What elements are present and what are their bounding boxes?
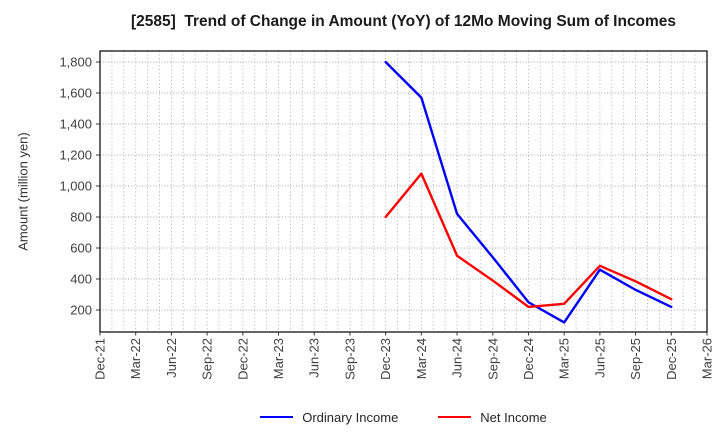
x-tick-label: Jun-23 <box>307 338 322 378</box>
x-tick-label: Mar-26 <box>700 338 715 379</box>
legend-label: Ordinary Income <box>302 409 399 425</box>
legend: Ordinary Income Net Income <box>100 404 707 430</box>
x-tick-label: Mar-24 <box>414 338 429 379</box>
legend-item-net-income: Net Income <box>438 409 547 425</box>
net-income-line-sample <box>438 416 472 418</box>
x-tick-label: Mar-22 <box>128 338 143 379</box>
x-tick-label: Jun-25 <box>592 338 607 378</box>
y-tick-label: 800 <box>70 210 92 225</box>
net-income-line <box>384 172 673 309</box>
x-tick-label: Mar-25 <box>557 338 572 379</box>
y-tick-label: 400 <box>70 272 92 287</box>
chart-title: [2585] Trend of Change in Amount (YoY) o… <box>130 13 677 30</box>
x-tick-label: Sep-24 <box>485 338 500 380</box>
y-tick-label: 1,600 <box>59 86 92 101</box>
x-tick-label: Sep-25 <box>628 338 643 380</box>
x-tick-label: Sep-23 <box>342 338 357 380</box>
x-tick-labels: Dec-21 Mar-22 Jun-22 Sep-22 Dec-22 Mar-23 Jun-… <box>93 338 715 380</box>
x-tick-label: Dec-23 <box>378 338 393 380</box>
x-tick-label: Jun-24 <box>450 338 465 378</box>
y-tick-label: 1,400 <box>59 117 92 132</box>
legend-label: Net Income <box>480 409 547 425</box>
x-tick-label: Dec-25 <box>664 338 679 380</box>
x-tick-label: Jun-22 <box>164 338 179 378</box>
plot-border <box>99 50 708 333</box>
y-tick-label: 1,200 <box>59 148 92 163</box>
x-tick-label: Dec-21 <box>93 338 108 380</box>
x-tick-label: Mar-23 <box>271 338 286 379</box>
grid <box>100 51 707 332</box>
ordinary-income-line-sample <box>260 416 294 418</box>
ordinary-income-line <box>384 60 673 324</box>
tick-marks <box>96 61 708 336</box>
x-tick-label: Sep-22 <box>200 338 215 380</box>
y-tick-label: 600 <box>70 241 92 256</box>
x-tick-label: Dec-22 <box>235 338 250 380</box>
y-tick-label: 1,000 <box>59 179 92 194</box>
x-tick-label: Dec-24 <box>521 338 536 380</box>
y-tick-labels: 200 400 600 800 1,000 1,200 1,400 1,600 1,800 <box>59 55 92 318</box>
plot-background <box>100 51 707 332</box>
y-tick-label: 1,800 <box>59 55 92 70</box>
legend-item-ordinary-income: Ordinary Income <box>260 410 398 425</box>
y-tick-label: 200 <box>70 303 92 318</box>
